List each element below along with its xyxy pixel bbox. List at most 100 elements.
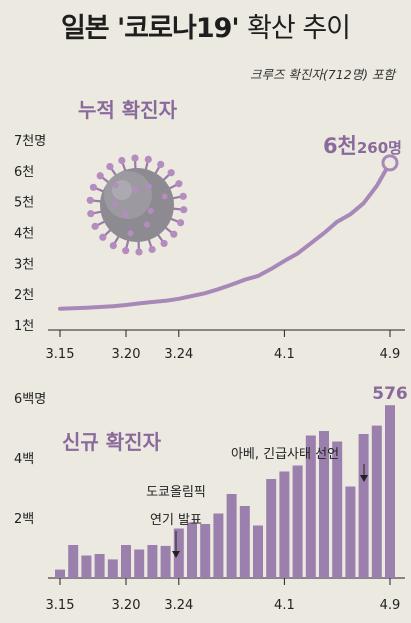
daily-bar [319,431,329,578]
virus-spike-head [131,154,139,162]
daily-y-tick-label: 4백 [14,452,34,467]
cumulative-x-tick-label: 4.9 [380,347,401,362]
cumulative-point [204,292,207,295]
daily-bar [107,559,118,578]
daily-bar [358,434,369,578]
virus-spike-head [157,160,165,169]
coronavirus-icon [86,154,188,256]
cumulative-series-line [58,160,392,311]
cumulative-x-tick-label: 3.20 [112,347,141,362]
virus-spike-head [99,233,107,241]
cumulative-y-tick-label: 6천 [14,165,34,180]
cumulative-x-tick-label: 3.24 [164,347,193,362]
cumulative-point [58,307,62,310]
virus-spike-head [144,155,152,163]
page-title: 일본 '코로나19' 확산 추이 [0,6,411,45]
daily-x-tick-label: 4.1 [274,598,295,613]
daily-x-tick-label: 3.15 [46,598,75,613]
virus-spike-head [122,247,130,255]
virus-surface-spike [161,193,168,200]
daily-section-title: 신규 확진자 [62,430,161,454]
cumulative-point [336,220,339,223]
cumulative-point [243,278,246,281]
daily-bar [68,545,79,578]
virus-surface-spike [132,187,139,194]
virus-spike-head [106,162,114,171]
cumulative-point [270,267,273,271]
daily-y-tick-label: 6백명 [14,392,46,407]
virus-spike-head [96,172,104,180]
daily-bar [266,479,277,578]
daily-y-tick-label: 2백 [14,512,34,527]
virus-spike-head [109,241,117,250]
virus-spike-head [160,239,168,248]
cumulative-section-title: 누적 확진자 [78,98,177,122]
virus-spike-head [176,219,185,227]
daily-final-label: 576 [372,384,408,404]
daily-bar [279,471,290,578]
daily-bar [371,425,382,578]
virus-surface-spike [147,207,154,214]
cumulative-point [151,300,154,304]
daily-bar [292,465,303,578]
cumulative-x-tick-label: 4.1 [274,347,295,362]
virus-spike-head [135,248,143,256]
cumulative-x-tick-label: 3.15 [46,347,75,362]
subtitle: 크루즈 확진자(712명) 포함 [249,67,395,82]
cumulative-end-marker [381,154,399,172]
daily-bar [160,545,171,578]
cumulative-point [111,304,115,308]
cumulative-point [256,274,260,278]
virus-spike-head [148,245,156,254]
virus-surface-spike [112,182,119,189]
cumulative-point [138,302,141,305]
daily-bar [226,494,237,578]
cumulative-y-tick-label: 2천 [14,288,34,303]
virus-spike-head [167,169,175,177]
daily-bar [55,569,65,578]
annotation-olympics-line2: 연기 발표 [150,513,202,528]
daily-bar [213,513,224,578]
daily-bar [253,525,263,578]
cumulative-y-tick-label: 4천 [14,227,34,242]
daily-bar [173,528,184,578]
cumulative-point [217,288,220,291]
daily-bar [121,545,131,578]
cumulative-point [98,305,101,309]
cumulative-final-big: 6천 [323,134,357,158]
cumulative-point [322,231,326,235]
daily-bar [187,522,197,578]
cumulative-point [85,306,88,309]
virus-spike-head [91,222,99,230]
virus-spike-head [180,206,188,214]
daily-bar [345,486,356,578]
virus-surface-spike [144,221,151,228]
virus-surface-spike [112,200,119,207]
cumulative-point [309,242,312,245]
daily-bar [81,555,92,578]
cumulative-final-small: 260명 [357,139,402,157]
cumulative-point [124,303,128,307]
daily-x-tick-label: 3.24 [164,598,193,613]
virus-surface-spike [122,211,129,218]
cumulative-point [296,252,299,255]
virus-spike-head [86,196,94,204]
cumulative-point [283,259,286,263]
virus-spike-head [118,156,126,165]
virus-surface-spike [145,183,152,190]
daily-bar [200,524,211,578]
cumulative-point [230,283,233,286]
cumulative-point [349,213,352,216]
cumulative-point [375,184,378,188]
daily-chart: 2백 4백 6백명 3.15 3.20 3.24 4.1 4.9 576 도쿄올림픽 연기 … [14,384,408,613]
daily-x-tick-label: 4.9 [380,598,401,613]
annotation-olympics-arrowhead [172,551,180,558]
annotation-emergency: 아베, 긴급사태 선언 [231,447,339,462]
virus-spike-head [170,230,178,238]
daily-bar [147,545,158,578]
title-main: 일본 '코로나19' [60,13,240,44]
daily-bar [94,554,105,578]
annotation-emergency-arrowhead [360,475,368,482]
